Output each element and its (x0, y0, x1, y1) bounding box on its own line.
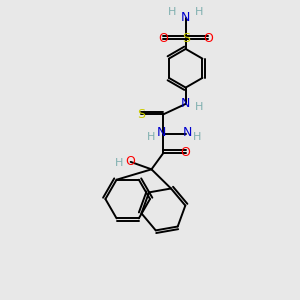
Text: H: H (195, 102, 203, 112)
Text: N: N (182, 126, 192, 139)
Text: H: H (195, 7, 203, 17)
Text: H: H (168, 7, 176, 17)
Text: H: H (194, 132, 202, 142)
Text: O: O (126, 155, 136, 168)
Text: O: O (181, 146, 190, 160)
Text: H: H (115, 158, 123, 168)
Text: N: N (157, 126, 167, 139)
Text: H: H (147, 132, 156, 142)
Text: N: N (181, 98, 190, 110)
Text: S: S (182, 32, 190, 45)
Text: N: N (181, 11, 190, 24)
Text: O: O (158, 32, 168, 45)
Text: S: S (137, 108, 145, 121)
Text: O: O (203, 32, 213, 45)
